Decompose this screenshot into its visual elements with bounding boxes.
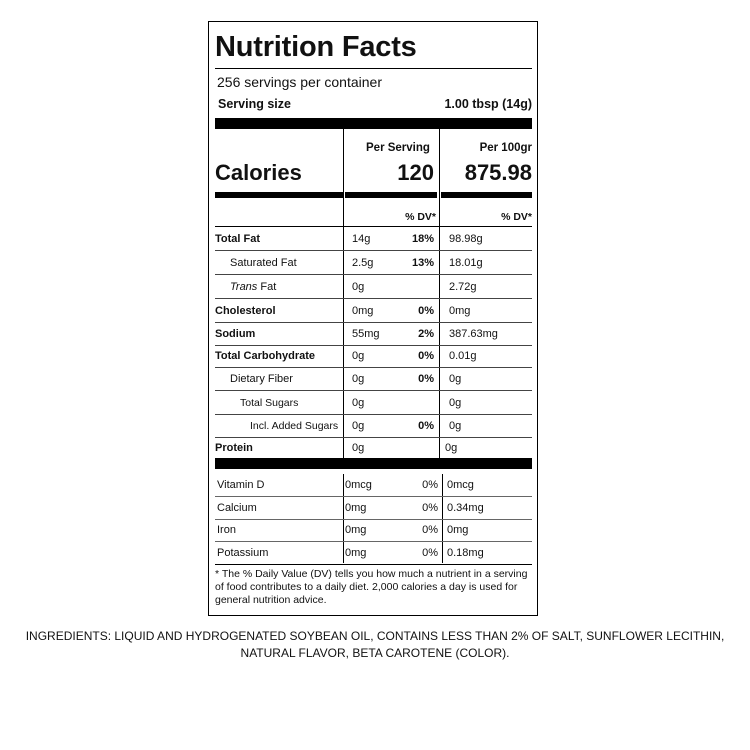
nutrient-row-trans-fat: Trans Fat 0g 2.72g bbox=[215, 275, 532, 299]
dv-header-100g: % DV* bbox=[501, 211, 532, 223]
divider bbox=[215, 226, 532, 227]
nutrient-row-dietary-fiber: Dietary Fiber 0g 0% 0g bbox=[215, 367, 532, 391]
ingredients-line-1: INGREDIENTS: LIQUID AND HYDROGENATED SOY… bbox=[25, 629, 725, 643]
vitamin-dv: 0% bbox=[422, 547, 438, 559]
nutrient-name: Cholesterol bbox=[215, 305, 276, 317]
daily-value-footnote: * The % Daily Value (DV) tells you how m… bbox=[215, 568, 528, 606]
vitamin-per100: 0mg bbox=[447, 524, 469, 536]
nutrient-per100: 0g bbox=[449, 373, 462, 385]
vitamin-amount: 0mcg bbox=[345, 479, 372, 491]
vitamin-row-potassium: Potassium 0mg 0% 0.18mg bbox=[215, 542, 532, 565]
nutrient-amount: 0g bbox=[352, 373, 365, 385]
nutrient-dv: 2% bbox=[418, 328, 434, 340]
nutrient-name: Incl. Added Sugars bbox=[250, 420, 339, 432]
vitamin-amount: 0mg bbox=[345, 547, 367, 559]
nutrient-dv: 0% bbox=[418, 350, 434, 362]
calories-divider bbox=[215, 192, 343, 198]
vitamin-dv: 0% bbox=[422, 479, 438, 491]
vitamin-row-calcium: Calcium 0mg 0% 0.34mg bbox=[215, 497, 532, 520]
column-divider-2 bbox=[439, 129, 440, 460]
thick-divider bbox=[215, 118, 532, 129]
serving-size-label: Serving size bbox=[218, 97, 291, 111]
nutrient-name: Dietary Fiber bbox=[230, 373, 293, 385]
nutrient-dv: 0% bbox=[418, 420, 434, 432]
nutrient-dv: 0% bbox=[418, 373, 434, 385]
vitamin-dv: 0% bbox=[422, 502, 438, 514]
nutrient-dv: 18% bbox=[411, 233, 434, 245]
dv-header-serving: % DV* bbox=[405, 211, 436, 223]
nutrient-per100: 0.01g bbox=[449, 350, 477, 362]
nutrient-row-sodium: Sodium 55mg 2% 387.63mg bbox=[215, 322, 532, 346]
nutrient-per100: 98.98g bbox=[449, 233, 483, 245]
nutrient-name: Protein bbox=[215, 442, 253, 454]
vitamin-column-divider-1 bbox=[343, 474, 344, 563]
vitamin-per100: 0mcg bbox=[447, 479, 474, 491]
nutrient-amount: 55mg bbox=[352, 328, 380, 340]
divider bbox=[215, 68, 532, 69]
calories-divider bbox=[441, 192, 532, 198]
per-100g-header: Per 100gr bbox=[479, 142, 532, 154]
nutrient-amount: 0mg bbox=[352, 305, 374, 317]
nutrient-amount: 2.5g bbox=[352, 257, 374, 269]
nutrient-dv: 13% bbox=[411, 257, 434, 269]
vitamin-name: Calcium bbox=[217, 502, 257, 514]
nutrient-amount: 14g bbox=[352, 233, 371, 245]
ingredients-line-2: NATURAL FLAVOR, BETA CAROTENE (COLOR). bbox=[240, 646, 510, 660]
nutrient-per100: 387.63mg bbox=[449, 328, 498, 340]
nutrient-name: Saturated Fat bbox=[230, 257, 297, 269]
nutrient-amount: 0g bbox=[352, 420, 365, 432]
nutrient-row-total-carbohydrate: Total Carbohydrate 0g 0% 0.01g bbox=[215, 344, 532, 368]
nutrient-name: Sodium bbox=[215, 328, 256, 340]
nutrient-amount: 0g bbox=[352, 281, 365, 293]
nutrient-per100: 0g bbox=[445, 442, 458, 454]
nutrient-row-saturated-fat: Saturated Fat 2.5g 13% 18.01g bbox=[215, 251, 532, 275]
nutrient-per100: 2.72g bbox=[449, 281, 477, 293]
vitamin-amount: 0mg bbox=[345, 502, 367, 514]
trans-rest: Fat bbox=[257, 281, 277, 293]
nutrient-row-added-sugars: Incl. Added Sugars 0g 0% 0g bbox=[215, 414, 532, 438]
vitamin-per100: 0.34mg bbox=[447, 502, 484, 514]
calories-per-serving: 120 bbox=[397, 160, 434, 185]
nutrition-facts-label: Nutrition Facts 256 servings per contain… bbox=[208, 21, 538, 616]
ingredients-statement: INGREDIENTS: LIQUID AND HYDROGENATED SOY… bbox=[0, 628, 750, 662]
nutrient-name: Total Carbohydrate bbox=[215, 350, 316, 362]
vitamin-column-divider-2 bbox=[442, 474, 443, 563]
nutrient-name: Trans Fat bbox=[230, 281, 276, 293]
vitamin-name: Iron bbox=[217, 524, 236, 536]
nutrient-dv: 0% bbox=[418, 305, 434, 317]
vitamin-name: Potassium bbox=[217, 547, 269, 559]
trans-italic: Trans bbox=[230, 281, 258, 293]
nutrient-per100: 0g bbox=[449, 420, 462, 432]
nutrient-row-cholesterol: Cholesterol 0mg 0% 0mg bbox=[215, 299, 532, 323]
nutrient-amount: 0g bbox=[352, 350, 365, 362]
nutrient-per100: 18.01g bbox=[449, 257, 483, 269]
nutrient-row-protein: Protein 0g 0g bbox=[215, 436, 532, 459]
vitamin-row-iron: Iron 0mg 0% 0mg bbox=[215, 519, 532, 542]
nutrient-amount: 0g bbox=[352, 442, 365, 454]
nutrient-name: Total Sugars bbox=[240, 397, 299, 409]
thick-divider bbox=[215, 458, 532, 469]
label-title: Nutrition Facts bbox=[215, 31, 417, 63]
calories-divider bbox=[345, 192, 437, 198]
vitamin-dv: 0% bbox=[422, 524, 438, 536]
vitamin-per100: 0.18mg bbox=[447, 547, 484, 559]
serving-size-value: 1.00 tbsp (14g) bbox=[444, 97, 532, 111]
vitamin-name: Vitamin D bbox=[217, 479, 265, 491]
nutrient-row-total-sugars: Total Sugars 0g 0g bbox=[215, 391, 532, 415]
servings-per-container: 256 servings per container bbox=[217, 74, 382, 90]
per-serving-header: Per Serving bbox=[366, 142, 430, 154]
column-divider-1 bbox=[343, 129, 344, 460]
vitamin-row-vitamin-d: Vitamin D 0mcg 0% 0mcg bbox=[215, 474, 532, 497]
calories-per-100g: 875.98 bbox=[464, 160, 532, 185]
nutrient-per100: 0mg bbox=[449, 305, 471, 317]
nutrient-amount: 0g bbox=[352, 397, 365, 409]
vitamin-amount: 0mg bbox=[345, 524, 367, 536]
nutrient-per100: 0g bbox=[449, 397, 462, 409]
calories-label: Calories bbox=[215, 160, 302, 185]
nutrient-name: Total Fat bbox=[215, 233, 261, 245]
nutrient-row-total-fat: Total Fat 14g 18% 98.98g bbox=[215, 227, 532, 251]
